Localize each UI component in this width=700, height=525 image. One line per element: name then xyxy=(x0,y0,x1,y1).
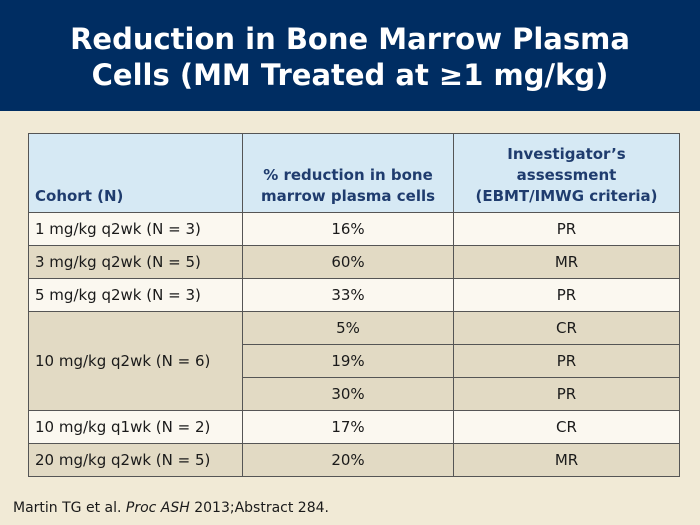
assessment-cell: MR xyxy=(453,443,680,477)
slide-title: Reduction in Bone Marrow Plasma Cells (M… xyxy=(70,19,630,93)
reduction-cell: 19% xyxy=(242,344,454,378)
table-row: 10 mg/kg q2wk (N = 6) 5% CR xyxy=(28,311,680,411)
reduction-cell: 5% xyxy=(242,311,454,345)
slide-title-line-1: Reduction in Bone Marrow Plasma xyxy=(70,21,630,56)
cohort-cell: 5 mg/kg q2wk (N = 3) xyxy=(28,278,243,312)
citation-suffix: 2013;Abstract 284. xyxy=(189,500,329,516)
assessment-cell: PR xyxy=(453,344,680,378)
table-row: 10 mg/kg q1wk (N = 2) 17% CR xyxy=(28,410,680,444)
title-bar: Reduction in Bone Marrow Plasma Cells (M… xyxy=(0,0,700,111)
citation-prefix: Martin TG et al. xyxy=(13,500,126,516)
assessment-cell: MR xyxy=(453,245,680,279)
header-cohort: Cohort (N) xyxy=(28,133,243,213)
assessment-cell: CR xyxy=(453,410,680,444)
reduction-cell: 33% xyxy=(242,278,454,312)
reduction-cell: 20% xyxy=(242,443,454,477)
table-row: 5 mg/kg q2wk (N = 3) 33% PR xyxy=(28,278,680,312)
assessment-cell: PR xyxy=(453,377,680,411)
reduction-cell: 16% xyxy=(242,212,454,246)
header-assessment: Investigator’s assessment (EBMT/IMWG cri… xyxy=(453,133,680,213)
results-table: Cohort (N) % reduction in bone marrow pl… xyxy=(28,133,680,477)
cohort-cell: 3 mg/kg q2wk (N = 5) xyxy=(28,245,243,279)
slide-title-line-2: Cells (MM Treated at ≥1 mg/kg) xyxy=(91,57,609,92)
cohort-cell: 20 mg/kg q2wk (N = 5) xyxy=(28,443,243,477)
reduction-cell: 17% xyxy=(242,410,454,444)
cohort-cell: 1 mg/kg q2wk (N = 3) xyxy=(28,212,243,246)
cohort-cell: 10 mg/kg q2wk (N = 6) xyxy=(28,311,243,411)
table-row: 3 mg/kg q2wk (N = 5) 60% MR xyxy=(28,245,680,279)
citation: Martin TG et al. Proc ASH 2013;Abstract … xyxy=(13,500,329,516)
table-row: 1 mg/kg q2wk (N = 3) 16% PR xyxy=(28,212,680,246)
citation-journal: Proc ASH xyxy=(125,500,190,516)
table-header-row: Cohort (N) % reduction in bone marrow pl… xyxy=(28,133,680,213)
cohort-cell: 10 mg/kg q1wk (N = 2) xyxy=(28,410,243,444)
assessment-cell: PR xyxy=(453,212,680,246)
table-row: 19% PR xyxy=(29,344,680,378)
table-row: 20 mg/kg q2wk (N = 5) 20% MR xyxy=(28,443,680,477)
assessment-cell: CR xyxy=(453,311,680,345)
reduction-cell: 30% xyxy=(242,377,454,411)
reduction-cell: 60% xyxy=(242,245,454,279)
header-reduction: % reduction in bone marrow plasma cells xyxy=(242,133,454,213)
assessment-cell: PR xyxy=(453,278,680,312)
